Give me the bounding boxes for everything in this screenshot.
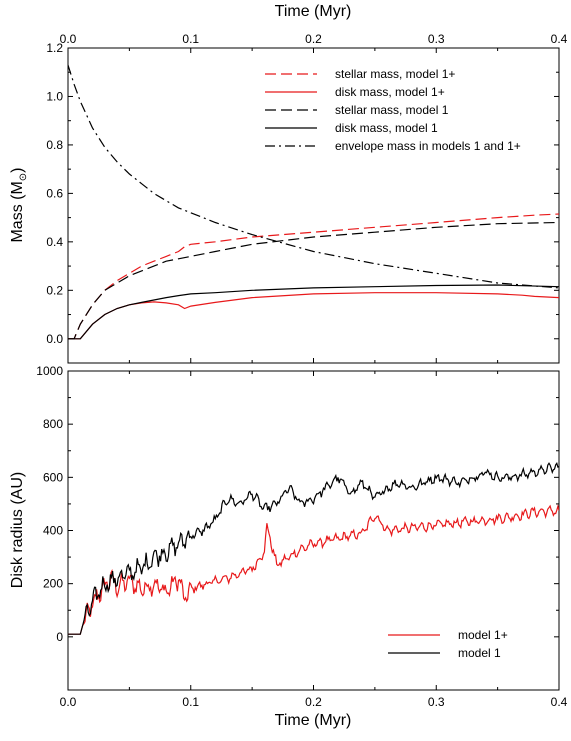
series-line-model-1 [68, 461, 559, 635]
top-axis-ticks: 0.0 0.1 0.2 0.3 0.4 0.0 0.2 0.4 0.6 0.8 1.0 1.2 [46, 32, 568, 363]
series-line-disk-mass-model-1 [68, 284, 559, 340]
x-tick-label: 0.1 [182, 695, 199, 709]
y-tick-label: 600 [43, 470, 63, 484]
series-line-stellar-mass-model-1 [68, 221, 559, 340]
legend-label: stellar mass, model 1 [335, 103, 449, 117]
series-line-envelope-mass-in-models-1-and-1- [68, 64, 559, 289]
y-tick-label: 0.6 [46, 186, 63, 200]
top-x-axis-label: Time (Myr) [275, 3, 352, 20]
y-tick-label: 0.4 [46, 235, 63, 249]
top-y-axis-label-sun-symbol: ⊙ [18, 173, 29, 181]
legend-label: model 1+ [458, 628, 508, 642]
legend-label: envelope mass in models 1 and 1+ [335, 139, 521, 153]
x-tick-label: 0.2 [305, 32, 322, 46]
y-tick-label: 1.0 [46, 89, 63, 103]
y-tick-label: 0 [56, 630, 63, 644]
top-series-group [68, 64, 559, 340]
top-y-axis-label-main: Mass (M [9, 181, 26, 242]
legend-label: disk mass, model 1 [335, 121, 438, 135]
bottom-axis-ticks: 0.0 0.1 0.2 0.3 0.4 0 200 400 600 800 1000 [36, 364, 567, 709]
y-tick-label: 1.2 [46, 41, 63, 55]
top-panel-mass: 0.0 0.1 0.2 0.3 0.4 0.0 0.2 0.4 0.6 0.8 1.0 1.2 ste… [9, 3, 568, 364]
y-tick-label: 0.8 [46, 138, 63, 152]
bottom-legend: model 1+ model 1 [388, 628, 508, 660]
y-tick-label: 400 [43, 524, 63, 538]
top-y-axis-label: Mass (M⊙) [9, 167, 29, 242]
y-tick-label: 800 [43, 417, 63, 431]
y-tick-label: 0.0 [46, 332, 63, 346]
legend-label: stellar mass, model 1+ [335, 67, 455, 81]
x-tick-label: 0.3 [428, 695, 445, 709]
x-tick-label: 0.0 [60, 695, 77, 709]
top-y-axis-label-close: ) [9, 167, 26, 172]
y-tick-label: 0.2 [46, 283, 63, 297]
bottom-series-group [68, 461, 559, 635]
bottom-panel-disk-radius: 0.0 0.1 0.2 0.3 0.4 0 200 400 600 800 1000 model 1… [9, 364, 568, 729]
legend-label: model 1 [458, 646, 501, 660]
y-tick-label: 200 [43, 577, 63, 591]
bottom-y-axis-label: Disk radius (AU) [9, 472, 26, 588]
series-line-model-1- [68, 503, 559, 635]
x-tick-label: 0.4 [551, 695, 568, 709]
bottom-x-axis-label: Time (Myr) [275, 712, 352, 729]
legend-label: disk mass, model 1+ [335, 85, 445, 99]
top-legend: stellar mass, model 1+ disk mass, model 1… [265, 67, 521, 153]
x-tick-label: 0.3 [428, 32, 445, 46]
x-tick-label: 0.4 [551, 32, 568, 46]
x-tick-label: 0.0 [60, 32, 77, 46]
x-tick-label: 0.2 [305, 695, 322, 709]
x-tick-label: 0.1 [182, 32, 199, 46]
y-tick-label: 1000 [36, 364, 63, 378]
